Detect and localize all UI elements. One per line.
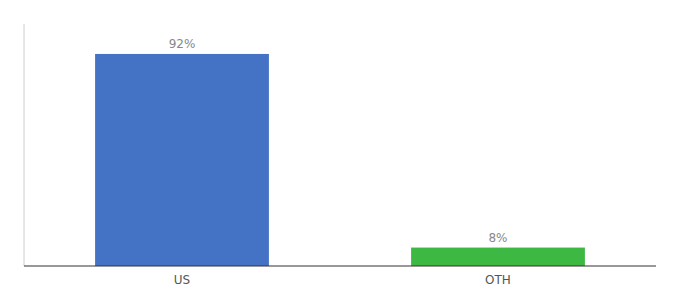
data-label: 8% [488,231,507,245]
chart-svg: US OTH 92% 8% [0,0,680,300]
x-tick-label: US [174,273,190,287]
y-axis-line [24,24,25,266]
x-tick-label: OTH [485,273,511,287]
bar [411,248,585,266]
bars [95,54,585,266]
plot-area: US OTH 92% 8% [24,24,656,287]
x-axis-line [24,265,656,266]
chart-container: US OTH 92% 8% [0,0,680,300]
data-label: 92% [169,37,196,51]
bar [95,54,269,266]
